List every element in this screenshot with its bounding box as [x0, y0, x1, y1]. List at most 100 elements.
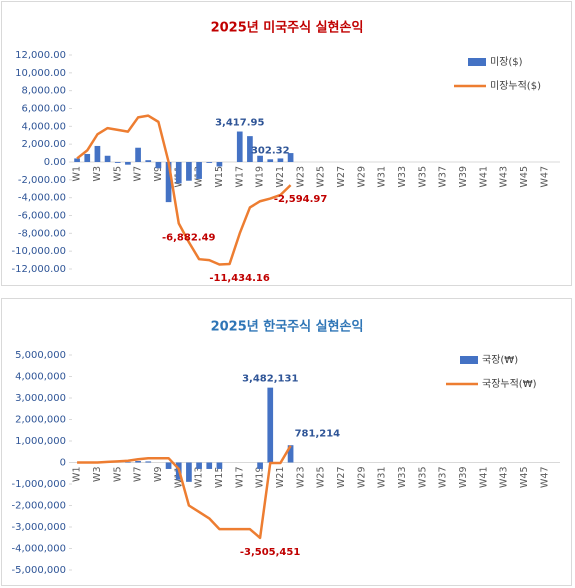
bar [257, 155, 263, 162]
data-label: 781,214 [295, 429, 341, 440]
line [77, 445, 292, 540]
x-tick-label: W1 [72, 467, 83, 482]
x-tick-label: W35 [417, 166, 428, 187]
bar [267, 387, 274, 463]
x-tick-label: W35 [417, 467, 428, 488]
bar [125, 162, 131, 165]
chart-panel [1, 298, 572, 586]
bar [236, 131, 243, 162]
x-tick-label: W25 [316, 166, 327, 187]
y-tick-label: -10,000.00 [11, 246, 66, 257]
y-tick-label: 12,000.00 [15, 50, 66, 61]
y-tick-label: 8,000.00 [21, 86, 66, 97]
legend-swatch [460, 356, 478, 364]
x-tick-label: W3 [92, 467, 103, 482]
x-tick-label: W45 [519, 166, 530, 187]
y-tick-label: 0 [60, 458, 66, 469]
y-tick-label: -6,000.00 [18, 211, 66, 222]
y-tick-label: 1,000,000 [15, 436, 66, 447]
y-tick-label: 2,000,000 [15, 415, 66, 426]
y-tick-label: -4,000.00 [18, 193, 66, 204]
bar [175, 162, 182, 184]
y-tick-label: 0.00 [44, 157, 66, 168]
y-tick-label: -3,000,000 [11, 522, 66, 533]
bar [165, 162, 172, 203]
x-tick-label: W15 [214, 166, 225, 187]
bar [104, 155, 111, 162]
chart-title: 2025년 한국주식 실현손익 [211, 319, 364, 335]
x-tick-label: W21 [275, 467, 286, 488]
x-tick-label: W1 [72, 166, 83, 181]
x-tick-label: W27 [336, 467, 347, 488]
legend-label: 국장(₩) [482, 354, 518, 366]
y-tick-label: -8,000.00 [18, 228, 66, 239]
y-tick-label: 6,000.00 [21, 104, 66, 115]
x-tick-label: W17 [234, 166, 245, 187]
bar [196, 462, 202, 469]
legend-label: 미장($) [490, 56, 523, 68]
x-tick-label: W13 [194, 467, 205, 488]
bar [257, 462, 263, 469]
data-label: 3,482,131 [242, 374, 298, 385]
x-tick-label: W23 [295, 166, 306, 187]
legend-label: 국장누적(₩) [482, 378, 537, 390]
x-tick-label: W43 [499, 467, 510, 488]
x-tick-label: W15 [214, 467, 225, 488]
bar [216, 462, 223, 469]
y-tick-label: -1,000,000 [11, 479, 66, 490]
data-label: -11,434.16 [209, 273, 269, 284]
x-tick-label: W19 [255, 166, 266, 187]
bar [114, 162, 121, 163]
chart-panel [1, 1, 572, 286]
bar [277, 158, 284, 162]
x-tick-label: W23 [295, 467, 306, 488]
bar [206, 462, 213, 469]
x-tick-label: W47 [539, 467, 550, 488]
x-tick-label: W29 [356, 166, 367, 187]
x-tick-label: W31 [377, 467, 388, 488]
data-label: -2,594.97 [274, 194, 328, 205]
x-tick-label: W25 [316, 467, 327, 488]
x-tick-label: W7 [133, 166, 144, 181]
x-tick-label: W9 [153, 166, 164, 181]
bar [206, 162, 213, 163]
x-tick-label: W5 [112, 467, 123, 482]
bar [135, 460, 141, 463]
x-tick-label: W33 [397, 467, 408, 488]
data-label: -6,882.49 [162, 232, 216, 243]
x-tick-label: W47 [539, 166, 550, 187]
line [76, 114, 292, 266]
bar [145, 160, 152, 162]
data-label: 3,417.95 [215, 118, 264, 129]
bar [74, 158, 80, 162]
x-tick-label: W39 [458, 467, 469, 488]
y-tick-label: -12,000.00 [11, 264, 66, 275]
data-label: -3,505,451 [240, 547, 300, 558]
bar [155, 162, 162, 169]
bar [94, 145, 101, 162]
bar [196, 162, 202, 179]
bar [186, 462, 192, 482]
x-tick-label: W41 [478, 467, 489, 488]
x-tick-label: W37 [438, 467, 449, 488]
bar [247, 136, 253, 162]
x-tick-label: W19 [255, 467, 266, 488]
bar [135, 147, 141, 162]
x-tick-label: W27 [336, 166, 347, 187]
y-tick-label: 3,000,000 [15, 393, 66, 404]
y-tick-label: 4,000,000 [15, 372, 66, 383]
x-tick-label: W39 [458, 166, 469, 187]
bar [145, 461, 152, 463]
bar [216, 162, 223, 167]
y-tick-label: 5,000,000 [15, 350, 66, 361]
y-tick-label: -2,000,000 [11, 501, 66, 512]
y-tick-label: 10,000.00 [15, 68, 66, 79]
legend-swatch [468, 58, 486, 66]
y-tick-label: -2,000.00 [18, 175, 66, 186]
x-tick-label: W33 [397, 166, 408, 187]
x-tick-label: W21 [275, 166, 286, 187]
bar [186, 162, 192, 181]
x-tick-label: W45 [519, 467, 530, 488]
legend-label: 미장누적($) [490, 80, 541, 92]
y-tick-label: -4,000,000 [11, 544, 66, 555]
